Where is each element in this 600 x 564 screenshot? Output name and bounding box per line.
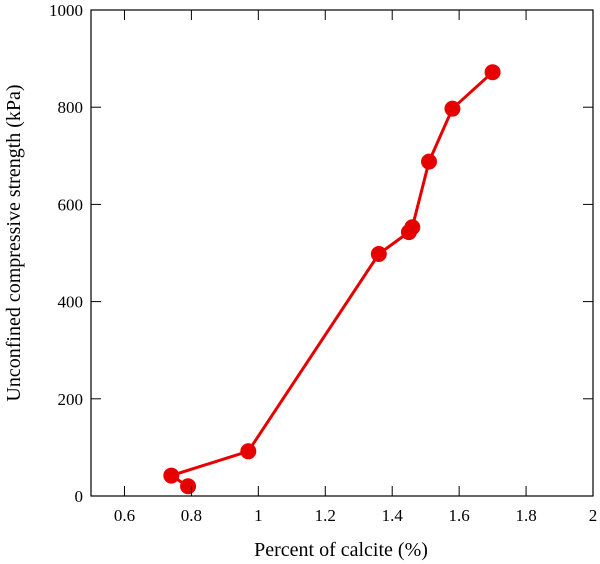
series-layer	[163, 64, 501, 495]
x-tick-label: 1.6	[449, 506, 470, 525]
y-tick-label: 600	[58, 195, 84, 214]
x-tick-label: 1.4	[382, 506, 404, 525]
data-point	[240, 443, 257, 460]
ticks-layer: 0.6 0.8 1 1.2 1.4 1.6 1.8 2 0 200 400 600 800 1000	[49, 1, 597, 525]
data-point	[484, 64, 501, 81]
x-tick-label: 0.8	[181, 506, 202, 525]
y-tick-label: 800	[58, 98, 84, 117]
y-tick-label: 200	[58, 390, 84, 409]
data-point	[163, 467, 180, 484]
data-point	[180, 478, 197, 495]
series-line	[169, 71, 494, 488]
data-point	[404, 219, 421, 236]
x-tick-label: 1	[254, 506, 263, 525]
x-axis-label: Percent of calcite (%)	[254, 539, 428, 561]
data-point	[421, 153, 438, 170]
x-tick-label: 2	[589, 506, 598, 525]
y-axis-label: Unconfined compressive strength (kPa)	[3, 84, 25, 401]
y-tick-label: 0	[75, 487, 84, 506]
plot-area	[90, 9, 594, 497]
x-tick-label: 1.8	[515, 506, 536, 525]
x-tick-label: 1.2	[315, 506, 336, 525]
y-tick-label: 1000	[49, 1, 83, 20]
data-point	[370, 245, 387, 262]
data-point	[444, 100, 461, 117]
x-tick-label: 0.6	[114, 506, 135, 525]
y-tick-label: 400	[58, 293, 84, 312]
plot-frame	[90, 9, 594, 497]
